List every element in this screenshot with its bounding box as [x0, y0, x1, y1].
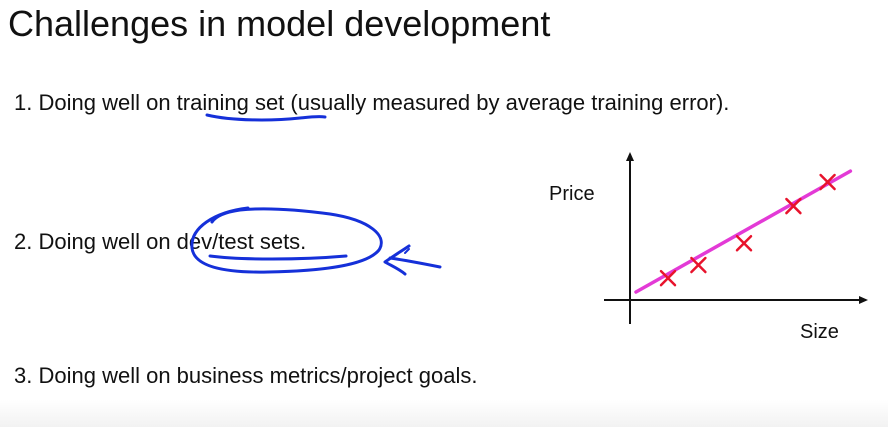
data-point [659, 269, 677, 287]
data-point-stroke [819, 173, 836, 191]
data-point [690, 256, 707, 274]
data-point [819, 173, 836, 191]
underline-training-set [205, 113, 327, 122]
arrow-icon [383, 244, 442, 276]
bullet-number: 1. [14, 90, 33, 115]
fit-line [634, 169, 853, 294]
y-axis-label: Price [549, 183, 595, 205]
bullet-number: 3. [14, 363, 33, 388]
bullet-highlight-dev-test-sets: dev/test sets. [176, 229, 307, 254]
circle-dev-test-sets [190, 206, 383, 274]
bullet-prefix: Doing well on [38, 229, 177, 254]
bullet-training-set: 1. Doing well on training set (usually m… [14, 89, 729, 117]
data-point [785, 197, 802, 215]
bullet-business-metrics: 3. Doing well on business metrics/projec… [14, 362, 477, 390]
bullet-highlight-training-set: training set [176, 90, 285, 115]
bullet-dev-test-sets: 2. Doing well on dev/test sets. [14, 228, 306, 256]
underline-dev-test-sets [208, 254, 348, 261]
data-point [735, 234, 753, 252]
bullet-text: Doing well on business metrics/project g… [38, 363, 478, 388]
slide-title: Challenges in model development [8, 3, 551, 44]
data-point-stroke [735, 234, 753, 252]
x-axis-label: Size [800, 321, 839, 343]
data-point-stroke [690, 256, 707, 274]
data-point-stroke [659, 269, 677, 287]
y-axis-arrowhead [626, 152, 634, 161]
bullet-prefix: Doing well on [38, 90, 177, 115]
bullet-suffix: (usually measured by average training er… [284, 90, 730, 115]
data-point-stroke [785, 197, 802, 215]
x-axis-arrowhead [859, 296, 868, 304]
bullet-number: 2. [14, 229, 33, 254]
